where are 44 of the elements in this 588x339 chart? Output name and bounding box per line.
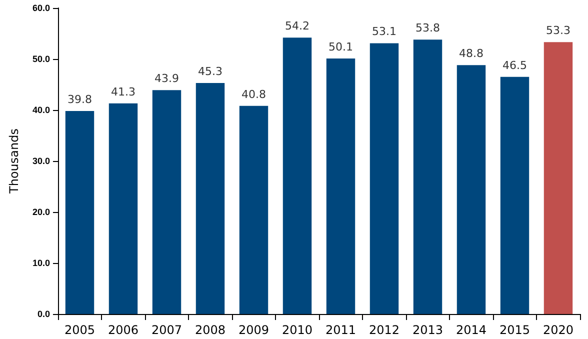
data-label: 54.2 xyxy=(285,20,310,33)
data-label: 43.9 xyxy=(154,72,179,86)
y-tick-label: 20.0 xyxy=(32,207,50,217)
bar xyxy=(239,106,268,314)
bar xyxy=(326,58,356,314)
data-label: 53.1 xyxy=(372,25,396,38)
bar xyxy=(370,43,399,314)
y-axis-title: Thousands xyxy=(7,128,21,194)
x-tick-label: 2014 xyxy=(456,323,487,337)
x-tick-label: 2008 xyxy=(194,323,226,337)
data-label: 48.8 xyxy=(459,47,484,60)
bar xyxy=(500,76,530,314)
y-tick-label: 0.0 xyxy=(37,309,50,319)
x-tick-label: 2015 xyxy=(499,323,530,337)
y-tick-label: 10.0 xyxy=(32,258,50,268)
x-tick-label: 2020 xyxy=(542,323,574,337)
bar xyxy=(108,103,138,314)
bar xyxy=(413,40,442,314)
bar xyxy=(282,38,312,314)
bar xyxy=(456,65,486,314)
bar xyxy=(196,82,225,314)
y-tick-label: 60.0 xyxy=(32,3,50,13)
x-tick-label: 2006 xyxy=(108,323,139,337)
x-tick-label: 2007 xyxy=(151,323,182,337)
data-label: 53.8 xyxy=(416,22,440,35)
data-label: 45.3 xyxy=(198,64,222,78)
x-tick-label: 2010 xyxy=(282,323,313,337)
x-tick-label: 2013 xyxy=(412,323,444,337)
x-tick-label: 2005 xyxy=(64,323,96,337)
bar xyxy=(152,90,182,314)
data-label: 40.8 xyxy=(242,88,266,101)
data-label: 50.1 xyxy=(328,40,353,54)
x-tick-label: 2012 xyxy=(368,323,400,337)
data-label: 41.3 xyxy=(111,85,136,98)
y-tick-label: 50.0 xyxy=(32,54,50,64)
bar xyxy=(65,111,94,314)
y-tick-label: 40.0 xyxy=(32,105,50,115)
bar xyxy=(544,42,573,314)
y-tick-label: 30.0 xyxy=(32,156,50,166)
data-label: 53.3 xyxy=(546,24,570,38)
data-label: 46.5 xyxy=(502,58,527,72)
data-label: 39.8 xyxy=(68,93,92,106)
x-tick-label: 2011 xyxy=(325,323,356,337)
x-tick-label: 2009 xyxy=(238,323,270,337)
